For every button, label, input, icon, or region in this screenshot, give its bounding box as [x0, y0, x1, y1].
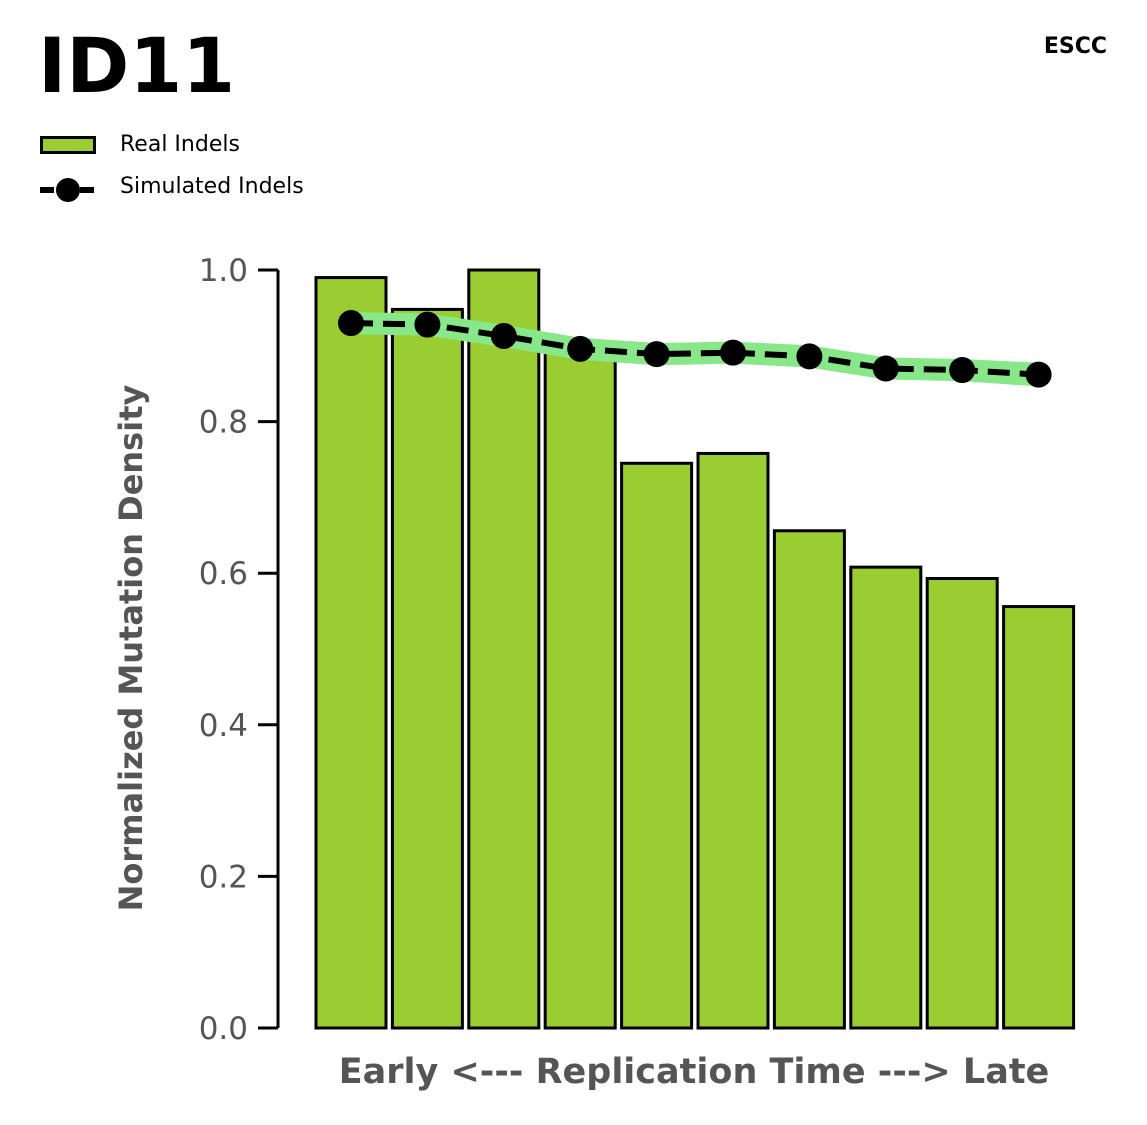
bar [467, 268, 541, 1030]
y-tick-label: 0.2 [199, 859, 248, 895]
bar [543, 348, 617, 1030]
bar [849, 565, 923, 1030]
bar [696, 451, 770, 1030]
simulated-point [949, 357, 976, 384]
bar [772, 529, 846, 1030]
simulated-point [567, 335, 594, 362]
x-axis-label: Early <--- Replication Time ---> Late [338, 1052, 1050, 1092]
legend-marker-simulated [40, 178, 96, 202]
simulated-point [338, 310, 364, 337]
y-tick-label: 0.4 [199, 708, 248, 744]
y-tick-label: 0.8 [199, 405, 248, 441]
simulated-point [1025, 361, 1052, 388]
y-tick-label: 0.6 [199, 556, 248, 592]
bar [1002, 605, 1076, 1030]
simulated-point [643, 341, 670, 368]
y-axis-label: Normalized Mutation Density [112, 384, 150, 912]
simulated-point [720, 339, 746, 366]
legend-swatch-real [40, 136, 96, 154]
bar [390, 307, 464, 1030]
simulated-line [350, 320, 1039, 378]
cancer-type-label: ESCC [1043, 34, 1107, 59]
simulated-point [872, 355, 899, 382]
simulated-point [796, 343, 823, 370]
simulated-point [414, 311, 441, 338]
simulated-point [490, 322, 517, 349]
y-tick-label: 1.0 [199, 253, 248, 289]
chart-title: ID11 [38, 21, 236, 110]
bar [925, 577, 999, 1030]
legend-label-simulated: Simulated Indels [120, 174, 304, 199]
y-tick-label: 0.0 [199, 1011, 248, 1047]
bar [314, 276, 388, 1030]
legend-label-real: Real Indels [120, 132, 240, 157]
bar [620, 461, 694, 1030]
